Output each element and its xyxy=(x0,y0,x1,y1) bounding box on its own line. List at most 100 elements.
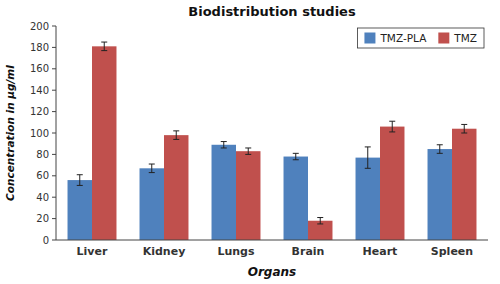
error-bar xyxy=(149,164,155,173)
bar xyxy=(68,180,92,240)
bar xyxy=(236,151,260,240)
error-cap xyxy=(293,159,299,160)
x-tick-label: Lungs xyxy=(217,245,255,258)
error-line xyxy=(248,148,249,154)
legend-label: TMZ-PLA xyxy=(379,32,427,44)
error-cap xyxy=(461,124,467,125)
error-cap xyxy=(101,42,107,43)
error-line xyxy=(439,145,440,154)
error-line xyxy=(295,153,296,159)
chart: 0 20 40 60 80 100 120 140 160 180 200 Liver Kidney Lu… xyxy=(0,0,500,284)
y-tick-label: 200 xyxy=(30,21,49,32)
x-tick-label: Kidney xyxy=(143,245,186,258)
error-cap xyxy=(221,147,227,148)
y-tick-label: 60 xyxy=(36,170,49,181)
error-bar xyxy=(317,218,323,224)
x-tick-label: Liver xyxy=(77,245,108,258)
y-tick xyxy=(52,197,56,198)
y-tick xyxy=(52,218,56,219)
error-bar xyxy=(389,121,395,132)
error-cap xyxy=(365,146,371,147)
error-line xyxy=(223,142,224,148)
title: Biodistribution studies xyxy=(188,4,356,19)
error-cap xyxy=(149,172,155,173)
bar xyxy=(428,149,452,240)
error-cap xyxy=(293,153,299,154)
y-tick-label: 100 xyxy=(30,128,49,139)
error-cap xyxy=(245,154,251,155)
y-tick-label: 160 xyxy=(30,63,49,74)
error-cap xyxy=(101,50,107,51)
bar xyxy=(284,157,308,240)
y-tick xyxy=(52,175,56,176)
error-cap xyxy=(437,144,443,145)
error-cap xyxy=(365,168,371,169)
error-line xyxy=(176,131,177,140)
error-cap xyxy=(149,164,155,165)
bars xyxy=(68,42,477,240)
y-tick xyxy=(52,26,56,27)
error-cap xyxy=(77,185,83,186)
y-tick-label: 20 xyxy=(36,213,49,224)
error-bar xyxy=(245,148,251,154)
error-cap xyxy=(437,153,443,154)
y-tick xyxy=(52,111,56,112)
bar xyxy=(164,135,188,240)
error-bar xyxy=(221,142,227,148)
error-line xyxy=(104,42,105,51)
y-axis-label: Concentration in µg/ml xyxy=(4,65,16,201)
error-bar xyxy=(365,147,371,168)
x-axis-label: Organs xyxy=(248,265,297,279)
y-tick-label: 140 xyxy=(30,85,49,96)
error-cap xyxy=(221,141,227,142)
error-cap xyxy=(389,131,395,132)
legend-swatch xyxy=(364,33,375,44)
y-tick xyxy=(52,47,56,48)
error-line xyxy=(151,164,152,173)
legend-label: TMZ xyxy=(453,32,477,44)
error-cap xyxy=(461,133,467,134)
y-tick-label: 80 xyxy=(36,149,49,160)
y-tick-label: 40 xyxy=(36,192,49,203)
error-cap xyxy=(317,217,323,218)
y-tick xyxy=(52,90,56,91)
error-line xyxy=(392,121,393,132)
y-tick xyxy=(52,68,56,69)
bar xyxy=(452,129,476,240)
x-tick-label: Heart xyxy=(363,245,398,258)
legend: TMZ-PLA TMZ xyxy=(357,28,484,48)
bar xyxy=(356,158,380,240)
error-line xyxy=(320,218,321,224)
error-bar xyxy=(101,42,107,51)
error-cap xyxy=(173,139,179,140)
x-tick-label: Brain xyxy=(292,245,325,258)
error-bar xyxy=(461,124,467,133)
error-bar xyxy=(77,175,83,186)
y-tick-label: 120 xyxy=(30,106,49,117)
y-tick xyxy=(52,133,56,134)
legend-swatch xyxy=(438,33,449,44)
error-bar xyxy=(293,153,299,159)
error-cap xyxy=(245,147,251,148)
error-line xyxy=(367,147,368,168)
bar xyxy=(212,145,236,240)
legend-frame xyxy=(357,28,484,48)
error-bar xyxy=(173,131,179,140)
y-tick xyxy=(52,154,56,155)
error-bar xyxy=(437,145,443,154)
error-cap xyxy=(77,174,83,175)
bar xyxy=(140,168,164,240)
x-tick-label: Spleen xyxy=(431,245,473,258)
error-cap xyxy=(317,223,323,224)
error-cap xyxy=(173,130,179,131)
bar xyxy=(308,221,332,240)
error-cap xyxy=(389,121,395,122)
bar xyxy=(92,46,116,240)
y-tick xyxy=(52,240,56,241)
y-tick-label: 0 xyxy=(43,235,49,246)
bar xyxy=(380,127,404,240)
error-line xyxy=(464,124,465,133)
y-tick-label: 180 xyxy=(30,42,49,53)
error-line xyxy=(79,175,80,186)
x-axis-line xyxy=(56,240,488,241)
